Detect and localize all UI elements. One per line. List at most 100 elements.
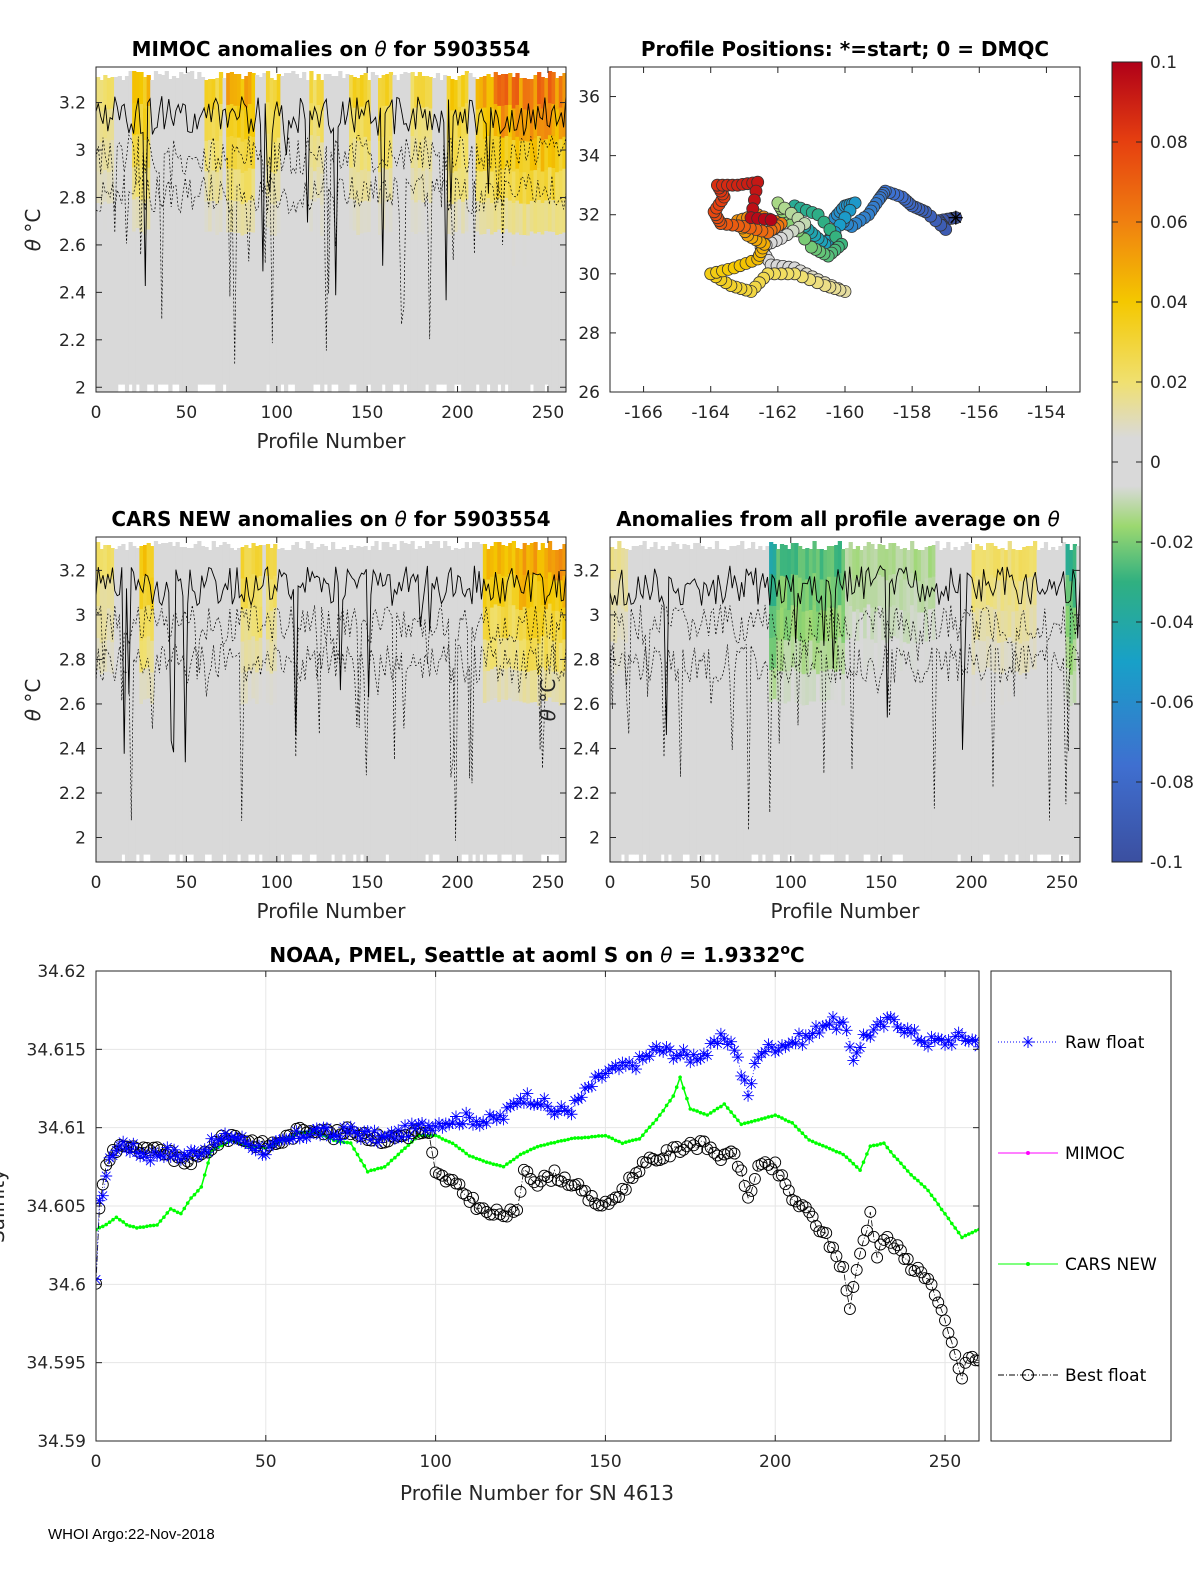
heat-cell — [320, 639, 325, 672]
heat-cell — [562, 734, 566, 768]
heat-cell — [787, 610, 792, 642]
heat-cell — [511, 541, 516, 574]
heat-cell — [399, 701, 404, 735]
heat-cell — [794, 670, 799, 704]
heat-cell — [381, 322, 386, 354]
heat-cell — [823, 823, 828, 855]
heat-cell — [251, 698, 256, 731]
heat-cell — [287, 73, 292, 105]
heat-cell — [327, 264, 332, 298]
heat-cell — [218, 296, 224, 329]
heat-cell — [323, 167, 328, 199]
heat-cell — [153, 797, 159, 831]
heat-cell — [848, 606, 853, 639]
heat-cell — [544, 639, 549, 671]
heat-cell — [848, 638, 853, 671]
heat-cell — [399, 233, 404, 266]
raw-float-point — [147, 1145, 160, 1158]
heat-cell — [704, 671, 709, 703]
heat-cell — [504, 823, 509, 855]
heat-cell — [341, 547, 347, 579]
heat-cell — [291, 352, 296, 385]
raw-float-point — [409, 1122, 422, 1135]
heat-cell — [913, 611, 918, 644]
colorbar-tick-label: 0.06 — [1150, 213, 1188, 233]
heat-cell — [522, 78, 527, 110]
heat-cell — [226, 575, 231, 609]
heat-cell — [251, 328, 256, 361]
heat-cell — [475, 606, 480, 639]
cars-new-point — [654, 1117, 659, 1122]
heat-cell — [237, 360, 242, 392]
cars-new-point — [583, 1135, 587, 1140]
heat-cell — [613, 830, 618, 862]
heat-cell — [374, 637, 379, 670]
heat-cell — [367, 110, 372, 142]
heat-cell — [204, 140, 209, 172]
heat-cell — [453, 830, 459, 862]
heat-cell — [993, 546, 998, 579]
cars-new-point — [525, 1149, 530, 1154]
heat-cell — [497, 542, 502, 575]
heat-cell — [490, 266, 495, 299]
best-float-point — [725, 1145, 738, 1158]
cars-new-point — [810, 1139, 815, 1144]
heat-cell — [280, 701, 285, 733]
heat-cell — [135, 228, 140, 260]
heat-cell — [664, 830, 669, 862]
heat-cell — [276, 799, 281, 832]
cars-new-point — [440, 1137, 445, 1141]
cars-new-point — [613, 1138, 618, 1143]
heat-cell — [338, 167, 343, 200]
heat-cell — [345, 706, 350, 738]
heat-cell — [628, 702, 633, 733]
best-float-point — [443, 1173, 456, 1186]
heat-cell — [1000, 642, 1005, 675]
heat-cell — [450, 643, 455, 676]
heat-cell — [363, 73, 368, 106]
y-tick-label: 2.6 — [59, 236, 86, 256]
heat-cell — [121, 262, 126, 294]
heat-cell — [960, 767, 965, 800]
heat-cell — [110, 108, 115, 141]
heat-cell — [146, 353, 151, 385]
cars-new-point — [345, 1140, 350, 1145]
cars-new-point — [678, 1075, 682, 1080]
heat-cell — [845, 701, 850, 733]
heat-cell — [331, 666, 336, 699]
heat-cell — [678, 799, 683, 832]
heat-cell — [425, 322, 430, 354]
heat-cell — [693, 606, 698, 640]
heat-cell — [363, 767, 368, 800]
heat-cell — [215, 266, 220, 299]
best-float-point — [854, 1247, 867, 1260]
heat-cell — [1076, 798, 1080, 831]
heat-cell — [949, 550, 955, 582]
heat-cell — [953, 578, 958, 611]
heat-cell — [352, 731, 357, 763]
heat-cell — [450, 172, 455, 205]
heat-cell — [910, 797, 915, 831]
heat-cell — [341, 669, 347, 702]
heat-cell — [529, 670, 535, 704]
heat-cell — [1014, 610, 1020, 642]
heat-cell — [417, 136, 422, 169]
heat-cell — [1018, 799, 1023, 832]
heat-cell — [273, 360, 278, 392]
heat-cell — [511, 297, 516, 330]
heat-cell — [664, 550, 669, 582]
heat-cell — [884, 611, 889, 644]
heat-cell — [114, 140, 119, 173]
heat-cell — [349, 75, 354, 107]
heat-cell — [233, 360, 238, 392]
cars-new-point — [973, 1229, 978, 1233]
heat-cell — [805, 736, 810, 769]
best-float-point — [748, 1172, 761, 1185]
heat-cell — [558, 830, 563, 862]
heat-cell — [500, 792, 506, 824]
heat-cell — [421, 705, 426, 737]
heat-cell — [110, 799, 115, 832]
heat-cell — [942, 548, 947, 580]
heat-cell — [331, 106, 336, 139]
heat-cell — [103, 608, 108, 641]
